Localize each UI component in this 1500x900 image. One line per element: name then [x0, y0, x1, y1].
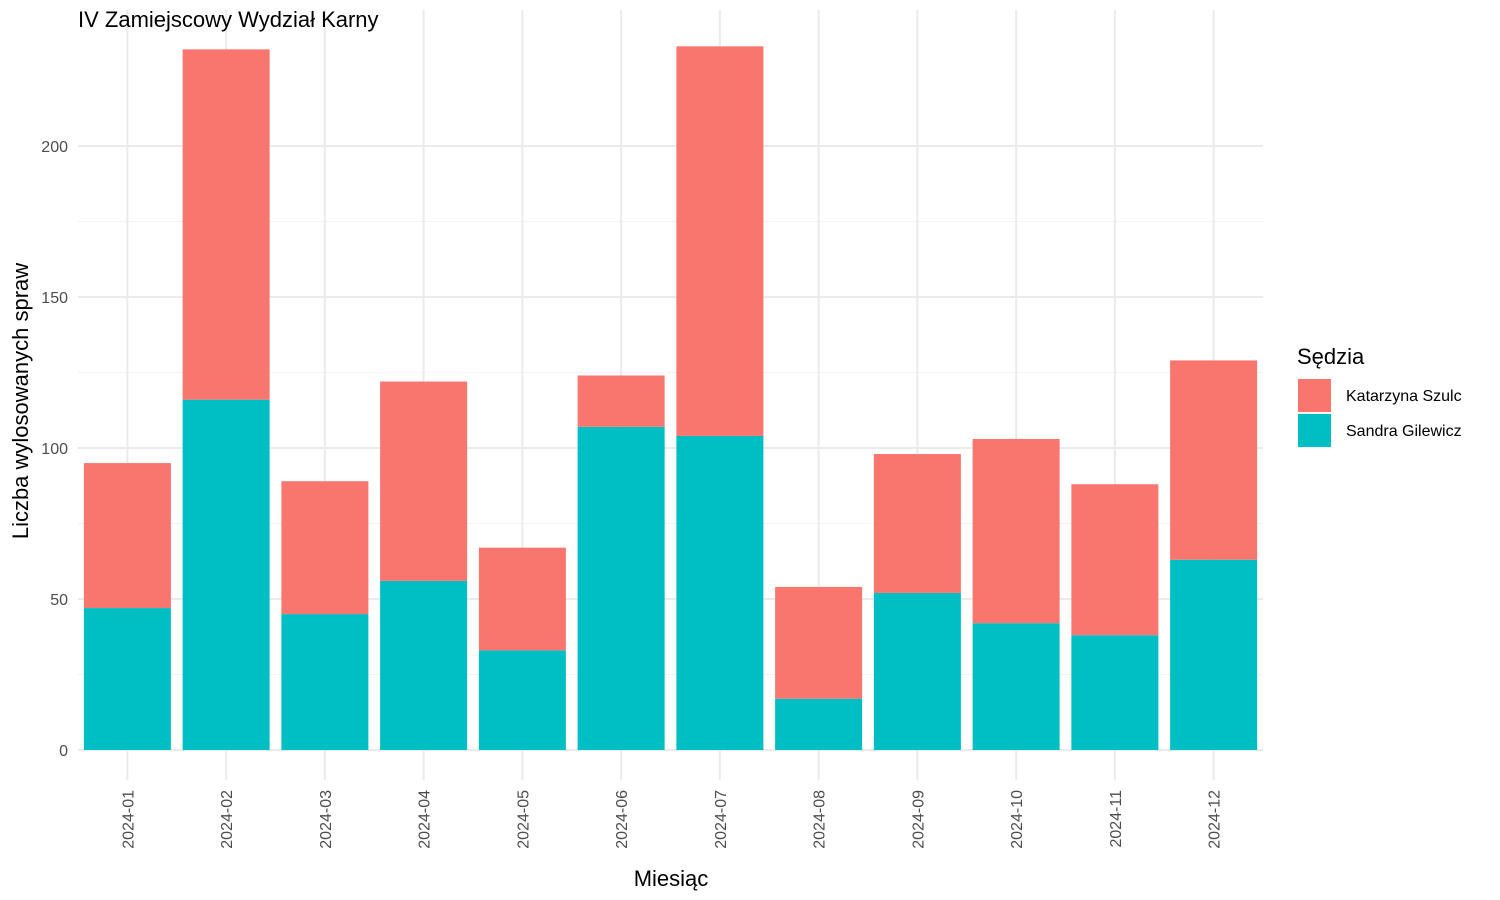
x-tick-label: 2024-03 [318, 790, 335, 849]
x-tick-label: 2024-06 [614, 790, 631, 849]
x-tick-label: 2024-11 [1108, 790, 1125, 848]
legend-key [1298, 414, 1331, 447]
bar-segment-katarzyna-szulc [676, 46, 764, 436]
legend-label: Sandra Gilewicz [1346, 423, 1462, 440]
x-tick-label: 2024-10 [1009, 790, 1026, 849]
legend-items: Katarzyna Szulc Sandra Gilewicz [1298, 379, 1462, 447]
bar-segment-katarzyna-szulc [1071, 484, 1159, 636]
x-tick-label: 2024-07 [713, 790, 730, 849]
y-tick-label: 100 [41, 441, 68, 458]
chart-title: IV Zamiejscowy Wydział Karny [78, 7, 379, 32]
bars-layer [83, 46, 1258, 750]
bar-segment-sandra-gilewicz [182, 399, 270, 750]
x-tick-label: 2024-01 [120, 790, 137, 849]
x-tick-label: 2024-04 [417, 790, 434, 849]
x-tick-label: 2024-05 [515, 790, 532, 849]
x-tick-label: 2024-09 [910, 790, 927, 849]
x-tick-label: 2024-02 [219, 790, 236, 849]
bar-segment-sandra-gilewicz [577, 426, 665, 750]
bar-segment-sandra-gilewicz [972, 623, 1060, 750]
legend-label: Katarzyna Szulc [1346, 388, 1462, 405]
bar-segment-sandra-gilewicz [676, 435, 764, 750]
bar-segment-katarzyna-szulc [1170, 360, 1258, 560]
x-axis-title: Miesiąc [634, 866, 709, 891]
bar-segment-sandra-gilewicz [380, 580, 468, 750]
tick-labels-layer: 0 50 100 150 200 2024-01 2024-02 2024-03 2024-04… [41, 139, 1223, 849]
bar-segment-katarzyna-szulc [478, 547, 566, 651]
bar-segment-sandra-gilewicz [775, 698, 863, 750]
y-tick-label: 50 [50, 592, 68, 609]
bar-segment-katarzyna-szulc [281, 481, 369, 615]
bar-segment-katarzyna-szulc [577, 375, 665, 427]
legend: Sędzia Katarzyna Szulc Sandra Gilewicz [1297, 344, 1462, 447]
bar-segment-sandra-gilewicz [478, 650, 566, 750]
bar-segment-sandra-gilewicz [83, 608, 171, 750]
bar-segment-sandra-gilewicz [1170, 559, 1258, 750]
y-axis-title: Liczba wylosowanych spraw [8, 263, 33, 539]
legend-key [1298, 379, 1331, 412]
y-tick-label: 0 [59, 743, 68, 760]
bar-segment-katarzyna-szulc [873, 454, 961, 593]
y-tick-label: 200 [41, 139, 68, 156]
bar-segment-sandra-gilewicz [873, 592, 961, 750]
bar-segment-sandra-gilewicz [281, 614, 369, 750]
bar-segment-katarzyna-szulc [972, 438, 1060, 624]
x-tick-label: 2024-08 [812, 790, 829, 849]
bar-segment-katarzyna-szulc [775, 586, 863, 699]
bar-segment-sandra-gilewicz [1071, 635, 1159, 750]
x-tick-label: 2024-12 [1207, 790, 1224, 849]
y-tick-label: 150 [41, 290, 68, 307]
bar-segment-katarzyna-szulc [83, 463, 171, 609]
bar-segment-katarzyna-szulc [182, 49, 270, 400]
bar-segment-katarzyna-szulc [380, 381, 468, 581]
legend-title: Sędzia [1297, 344, 1365, 369]
